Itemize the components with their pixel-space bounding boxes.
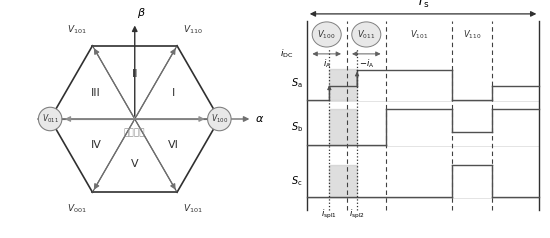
Text: $S_\mathrm{c}$: $S_\mathrm{c}$ (292, 174, 303, 188)
Text: $V_{110}$: $V_{110}$ (183, 23, 203, 35)
Text: $\alpha$: $\alpha$ (255, 114, 264, 124)
Text: $V_{011}$: $V_{011}$ (39, 113, 58, 125)
Text: III: III (91, 88, 101, 98)
Text: $V_{101}$: $V_{101}$ (183, 203, 202, 215)
Text: V: V (131, 159, 139, 169)
Text: $T_\mathrm{s}$: $T_\mathrm{s}$ (416, 0, 430, 10)
Text: $S_\mathrm{a}$: $S_\mathrm{a}$ (292, 76, 303, 90)
Text: $i_\mathrm{DC}$: $i_\mathrm{DC}$ (280, 48, 294, 60)
Text: $V_{100}$: $V_{100}$ (211, 113, 231, 125)
Circle shape (312, 22, 341, 47)
Text: VI: VI (168, 140, 179, 150)
Text: II: II (131, 69, 138, 79)
Text: $i_\mathrm{spl2}$: $i_\mathrm{spl2}$ (349, 208, 365, 221)
Text: $-i_\mathrm{A}$: $-i_\mathrm{A}$ (359, 57, 374, 70)
Circle shape (39, 107, 62, 131)
Text: $i_\mathrm{A}$: $i_\mathrm{A}$ (322, 57, 331, 70)
Text: $i_\mathrm{spl1}$: $i_\mathrm{spl1}$ (321, 208, 337, 221)
Text: $V_{101}$: $V_{101}$ (67, 23, 86, 35)
Text: I: I (172, 88, 175, 98)
Text: $V_{011}$: $V_{011}$ (357, 28, 376, 41)
Text: 互补矢量: 互补矢量 (124, 128, 146, 137)
Text: $V_{100}$: $V_{100}$ (211, 113, 228, 125)
Text: $S_\mathrm{b}$: $S_\mathrm{b}$ (291, 120, 303, 134)
Circle shape (352, 22, 381, 47)
Text: $\beta$: $\beta$ (137, 6, 146, 20)
Text: $V_{100}$: $V_{100}$ (317, 28, 336, 41)
Text: $V_{001}$: $V_{001}$ (67, 203, 86, 215)
Text: IV: IV (91, 140, 101, 150)
Text: $V_{101}$: $V_{101}$ (410, 28, 428, 41)
Text: $V_{110}$: $V_{110}$ (463, 28, 481, 41)
Circle shape (207, 107, 231, 131)
Text: $V_{011}$: $V_{011}$ (42, 113, 59, 125)
